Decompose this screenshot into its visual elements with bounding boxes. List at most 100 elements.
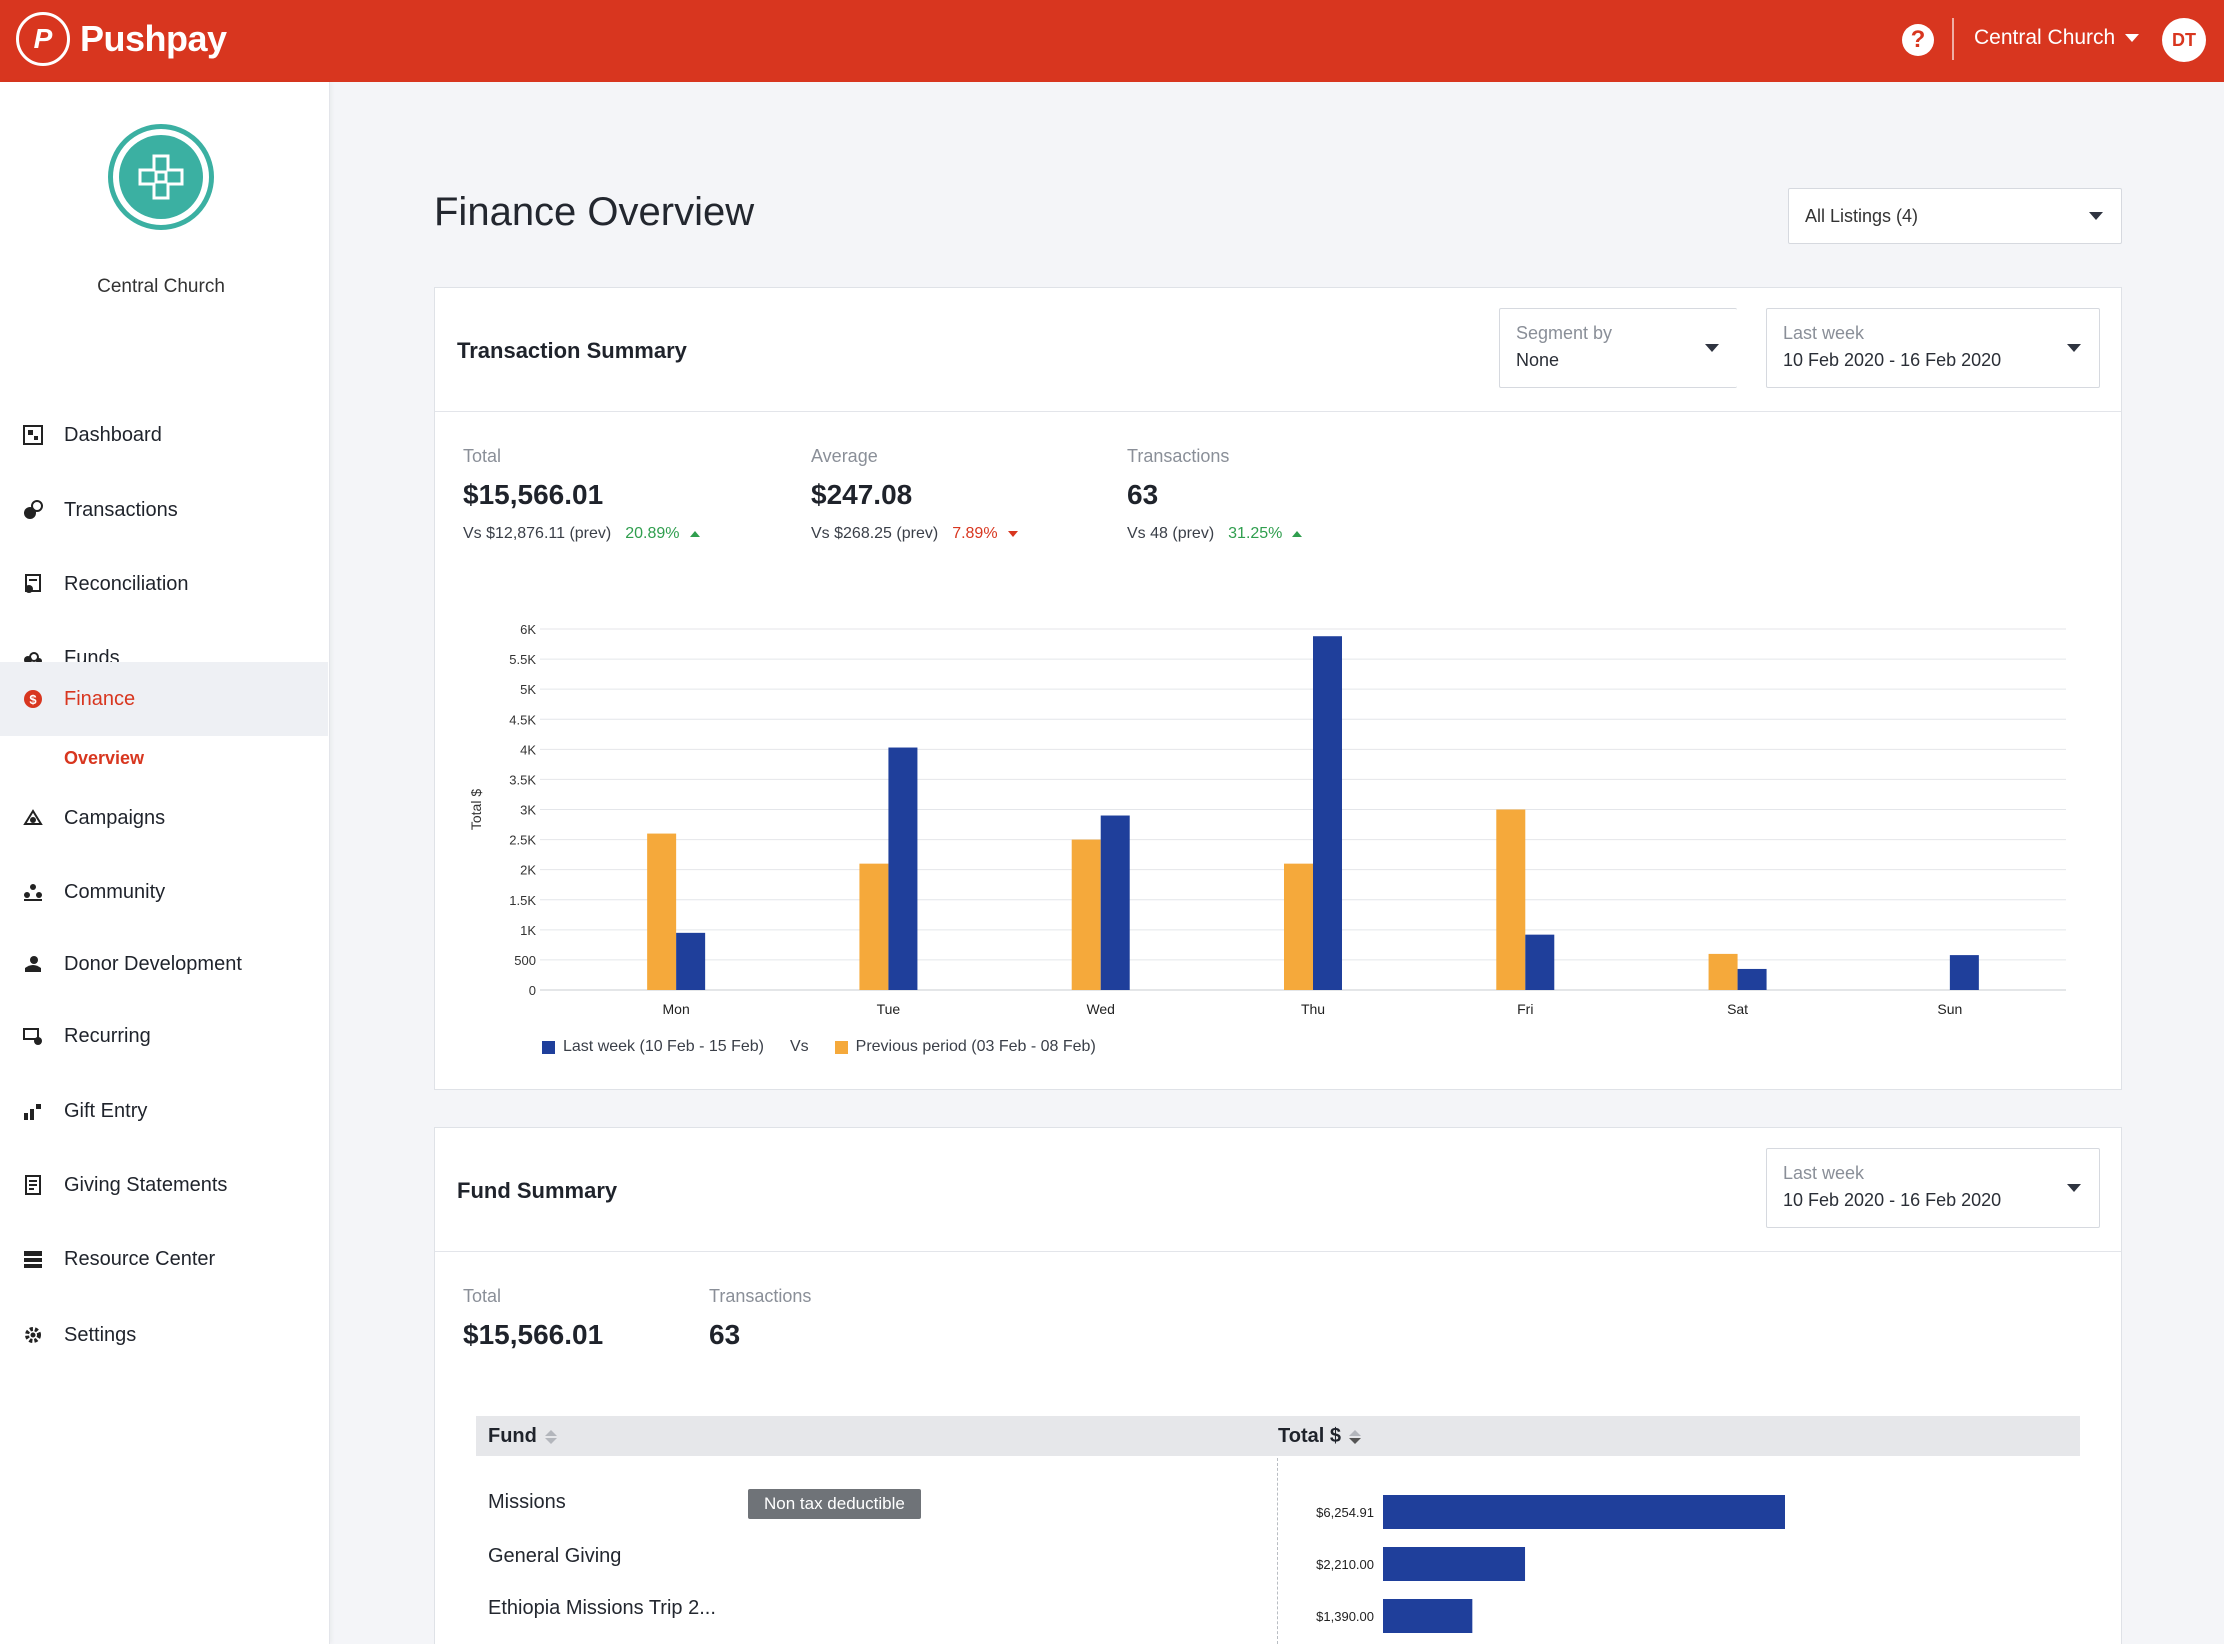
legend-swatch-current — [542, 1040, 555, 1054]
fund-row-name[interactable]: Ethiopia Missions Trip 2... — [488, 1597, 716, 1619]
column-fund[interactable]: Fund — [488, 1425, 557, 1448]
sidebar-item-label: Resource Center — [64, 1247, 216, 1270]
bar-previous-tue[interactable] — [859, 863, 889, 990]
daily-totals-chart: 0 500 1K 1.5K 2K 2.5K 3K 3.5K 4K 4.5K 5K 5.5K 6K Tota… — [468, 622, 2066, 1017]
sidebar-item-label: Campaigns — [64, 806, 166, 829]
fund-date-range-select[interactable]: Last week 10 Feb 2020 - 16 Feb 2020 — [1766, 1148, 2100, 1228]
x-tick-label: Sun — [1937, 1001, 1962, 1017]
reconciliation-icon — [22, 573, 44, 595]
sidebar-item-campaigns[interactable]: Campaigns — [0, 781, 328, 855]
chevron-down-icon — [1705, 344, 1719, 352]
bar-current-sun[interactable] — [1949, 955, 1979, 990]
bar-current-thu[interactable] — [1313, 636, 1342, 990]
fund-amount-bar[interactable] — [1383, 1599, 1473, 1633]
bar-current-sat[interactable] — [1737, 968, 1767, 990]
fund-summary-card: Fund Summary Last week 10 Feb 2020 - 16 … — [434, 1127, 2122, 1644]
y-tick-label: 2K — [520, 863, 536, 878]
y-tick-label: 5K — [520, 682, 536, 697]
fund-row-name[interactable]: Missions — [488, 1491, 566, 1513]
bar-previous-sat[interactable] — [1708, 953, 1738, 990]
fund-amount-label: $2,210.00 — [1316, 1557, 1374, 1572]
segment-by-select[interactable]: Segment by None — [1499, 308, 1737, 388]
listings-select-value: All Listings (4) — [1805, 206, 1919, 226]
sidebar: Central Church Dashboard Transactions Re… — [0, 82, 330, 1644]
sidebar-item-recurring[interactable]: Recurring — [0, 999, 328, 1073]
fund-summary-title: Fund Summary — [457, 1178, 618, 1203]
listings-select[interactable]: All Listings (4) — [1788, 188, 2122, 244]
sidebar-item-transactions[interactable]: Transactions — [0, 473, 328, 547]
resource-center-icon — [22, 1248, 44, 1270]
chevron-down-icon — [2089, 212, 2103, 220]
sidebar-item-dashboard[interactable]: Dashboard — [0, 398, 328, 472]
dashboard-icon — [22, 424, 44, 446]
date-range-label: Last week — [1783, 1163, 1865, 1183]
segment-by-value: None — [1516, 350, 1560, 370]
fund-stat-total: Total $15,566.01 — [463, 1286, 603, 1351]
organization-select[interactable]: Central Church — [1974, 26, 2140, 50]
sidebar-item-finance[interactable]: $ Finance — [0, 662, 328, 736]
column-total[interactable]: Total $ — [1278, 1425, 1361, 1448]
pushpay-logo[interactable]: P Pushpay — [16, 12, 227, 66]
bar-previous-thu[interactable] — [1284, 863, 1313, 990]
transaction-summary-header: Transaction Summary Segment by None Last… — [435, 288, 2121, 412]
y-tick-label: 3.5K — [509, 772, 536, 787]
date-range-value: 10 Feb 2020 - 16 Feb 2020 — [1783, 1190, 2002, 1210]
sidebar-item-resource-center[interactable]: Resource Center — [0, 1222, 328, 1296]
x-tick-label: Thu — [1301, 1001, 1325, 1017]
stat-label: Transactions — [1127, 446, 1230, 466]
fund-amount-bar[interactable] — [1383, 1547, 1526, 1581]
y-tick-label: 4.5K — [509, 712, 536, 727]
bar-current-wed[interactable] — [1100, 815, 1130, 990]
community-icon — [22, 881, 44, 903]
sidebar-item-label: Donor Development — [64, 952, 242, 975]
date-range-select[interactable]: Last week 10 Feb 2020 - 16 Feb 2020 — [1766, 308, 2100, 388]
bar-previous-mon[interactable] — [647, 833, 677, 990]
legend-previous-label: Previous period (03 Feb - 08 Feb) — [855, 1038, 1096, 1055]
bar-current-mon[interactable] — [676, 932, 706, 990]
sidebar-item-label: Settings — [64, 1323, 137, 1346]
bar-current-tue[interactable] — [888, 747, 918, 990]
fund-amount-bar[interactable] — [1383, 1495, 1785, 1529]
fund-row-name[interactable]: General Giving — [488, 1545, 622, 1567]
stat-comparison: Vs 48 (prev) 31.25% — [1127, 525, 1303, 543]
bar-previous-wed[interactable] — [1071, 839, 1101, 990]
stat-label: Total — [463, 446, 502, 466]
sidebar-item-settings[interactable]: Settings — [0, 1298, 328, 1372]
pct-change: 20.89% — [625, 525, 680, 542]
recurring-icon — [22, 1025, 44, 1047]
chevron-down-icon — [2125, 34, 2140, 42]
sidebar-item-giving-statements[interactable]: Giving Statements — [0, 1148, 328, 1222]
sidebar-item-donor-development[interactable]: Donor Development — [0, 927, 328, 1001]
bar-previous-fri[interactable] — [1496, 809, 1526, 991]
sidebar-item-community[interactable]: Community — [0, 855, 328, 929]
y-tick-label: 1K — [520, 923, 536, 938]
chevron-down-icon — [2067, 344, 2081, 352]
sidebar-subitem-overview[interactable]: Overview — [64, 748, 145, 768]
sidebar-item-gift-entry[interactable]: Gift Entry — [0, 1074, 328, 1148]
brand-name: Pushpay — [80, 18, 227, 59]
help-icon[interactable]: ? — [1902, 24, 1934, 56]
top-bar: P Pushpay ? Central Church DT — [0, 0, 2224, 82]
church-logo — [108, 124, 214, 230]
y-tick-label: 0 — [529, 983, 536, 998]
x-tick-label: Fri — [1517, 1001, 1533, 1017]
bar-current-fri[interactable] — [1525, 934, 1555, 990]
stat-label: Average — [811, 446, 878, 466]
pct-change: 7.89% — [952, 525, 998, 542]
sidebar-item-label: Dashboard — [64, 423, 162, 446]
y-tick-label: 500 — [514, 953, 536, 968]
y-axis-label: Total $ — [468, 789, 484, 830]
sidebar-item-reconciliation[interactable]: Reconciliation — [0, 547, 328, 621]
non-tax-deductible-badge: Non tax deductible — [748, 1489, 921, 1519]
transaction-summary-title: Transaction Summary — [457, 338, 687, 363]
church-name: Central Church — [97, 276, 225, 297]
fund-summary-header: Fund Summary Last week 10 Feb 2020 - 16 … — [435, 1128, 2121, 1252]
stat-label: Total — [463, 1286, 502, 1306]
chart-legend: Last week (10 Feb - 15 Feb) Vs Previous … — [542, 1038, 1096, 1056]
stat-value: $15,566.01 — [463, 479, 604, 510]
fund-table-divider — [1277, 1458, 1278, 1644]
user-avatar[interactable]: DT — [2162, 18, 2206, 62]
stat-label: Transactions — [709, 1286, 812, 1306]
sidebar-item-label: Reconciliation — [64, 572, 189, 595]
arrow-down-icon — [1007, 530, 1018, 537]
